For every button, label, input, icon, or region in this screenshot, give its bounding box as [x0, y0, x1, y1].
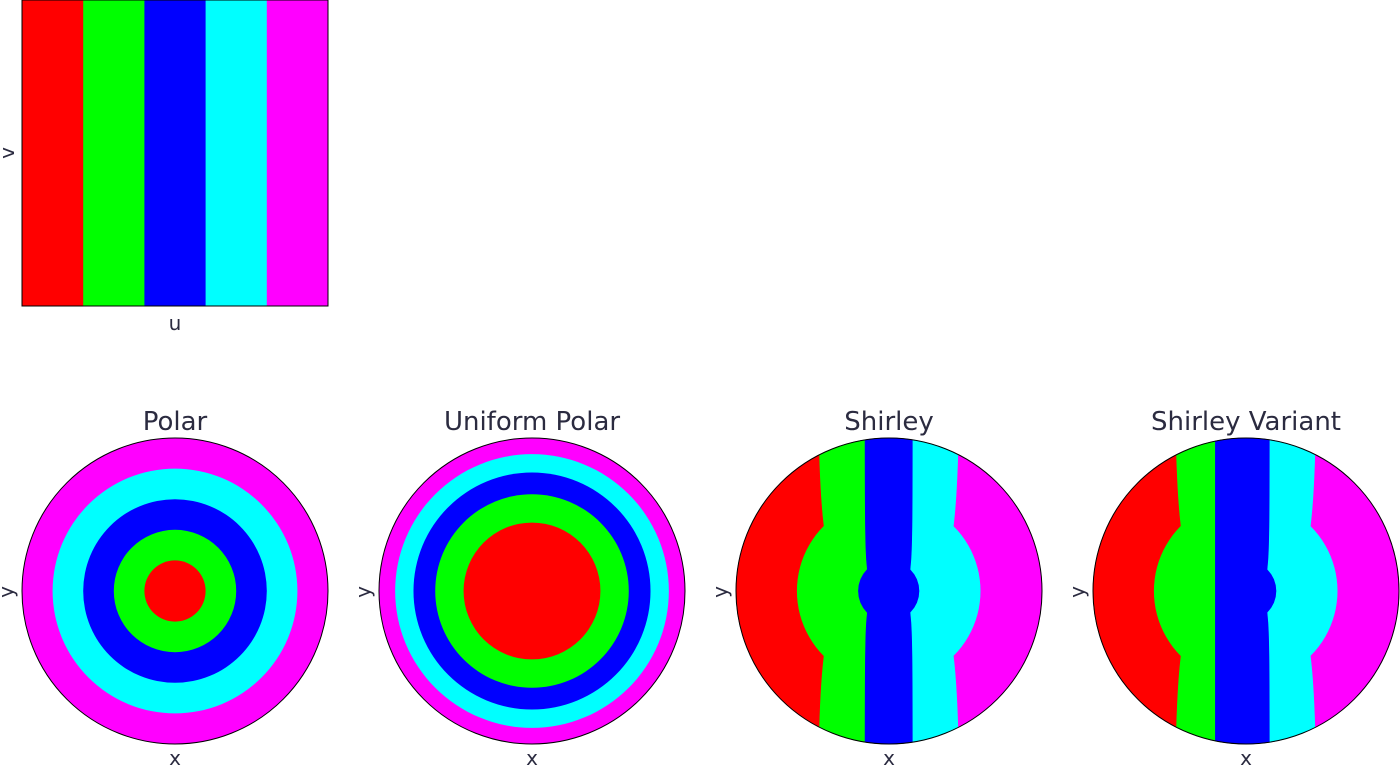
panel-title-uniform-polar: Uniform Polar — [444, 407, 620, 437]
uniform-polar-disk — [378, 437, 686, 745]
uniform-polar-outline — [378, 437, 686, 745]
polar-ring-1 — [144, 560, 206, 622]
shirley-band-3 — [858, 437, 920, 745]
source-band-4 — [205, 0, 268, 306]
panel-ylabel-shirley-variant: y — [1065, 586, 1089, 598]
source-frame — [21, 0, 329, 307]
shirley-variant-outline — [1092, 437, 1400, 745]
panel-polar: Polar x y — [0, 407, 329, 767]
source-band-3 — [144, 0, 207, 306]
panel-ylabel-shirley: y — [708, 586, 732, 598]
source-xlabel: u — [169, 311, 182, 335]
panel-title-shirley: Shirley — [844, 407, 934, 437]
panel-xlabel-uniform-polar: x — [526, 746, 538, 767]
panel-xlabel-polar: x — [169, 746, 181, 767]
panel-shirley: Shirley x y — [708, 407, 1043, 767]
polar-outline — [21, 437, 329, 745]
panel-ylabel-polar: y — [0, 586, 18, 598]
panel-uniform-polar: Uniform Polar x y — [351, 407, 686, 767]
panel-title-shirley-variant: Shirley Variant — [1151, 407, 1341, 437]
panel-ylabel-uniform-polar: y — [351, 586, 375, 598]
panel-title-polar: Polar — [143, 407, 208, 437]
source-bands — [22, 0, 329, 306]
panel-shirley-variant: Shirley Variant x y — [1065, 407, 1400, 767]
shirley-outline — [735, 437, 1043, 745]
shirley-disk — [735, 437, 1043, 745]
uniform-polar-ring-1 — [463, 522, 601, 660]
shirley-variant-band-3 — [1215, 437, 1277, 745]
source-ylabel: v — [0, 147, 19, 159]
shirley-variant-disk — [1092, 437, 1400, 745]
panel-xlabel-shirley-variant: x — [1240, 746, 1252, 767]
panel-xlabel-shirley: x — [883, 746, 895, 767]
source-band-5 — [266, 0, 329, 306]
source-band-1 — [22, 0, 84, 306]
polar-disk — [21, 437, 329, 745]
source-band-2 — [83, 0, 145, 306]
source-square: u v — [0, 0, 329, 335]
